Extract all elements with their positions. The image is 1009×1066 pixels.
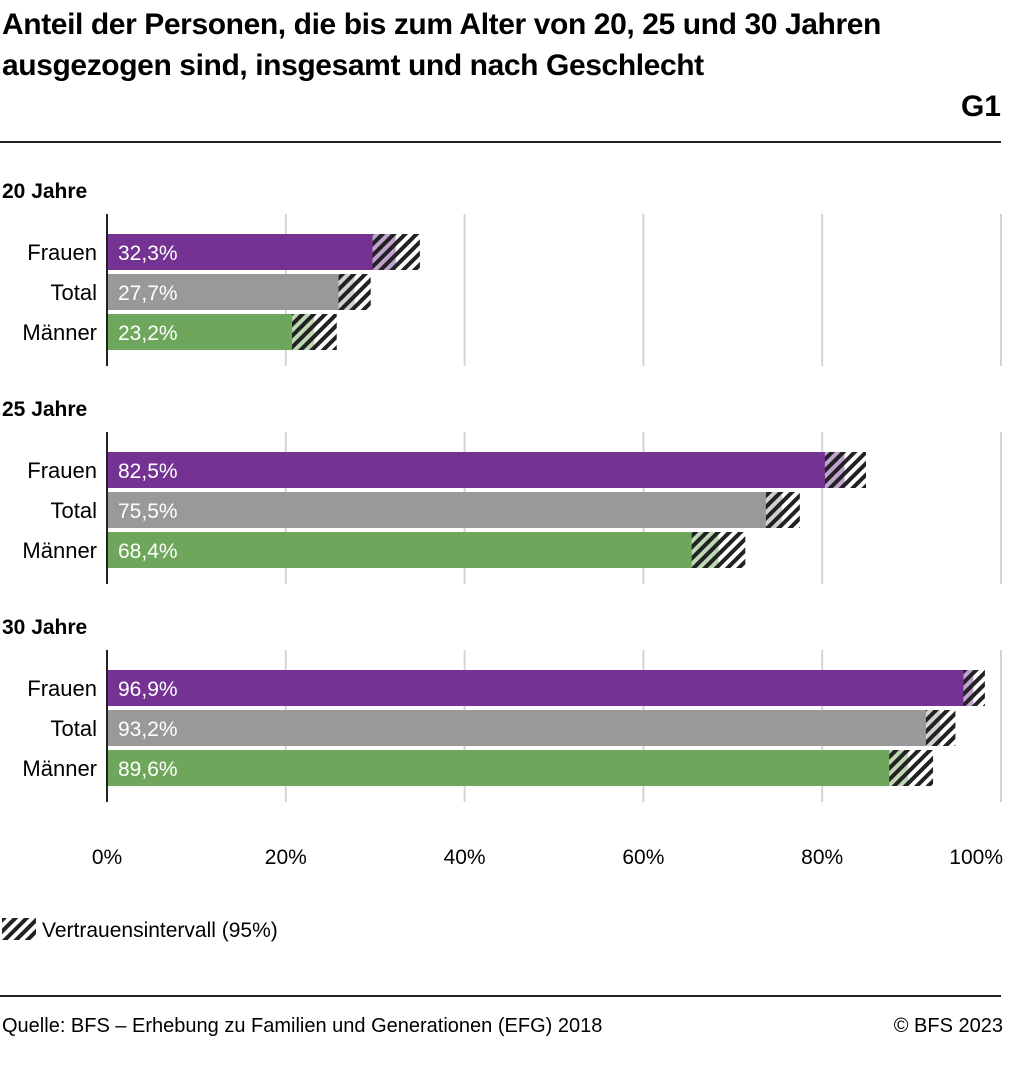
value-label: 23,2% [118, 322, 178, 345]
confidence-interval [889, 750, 934, 786]
confidence-interval [925, 710, 956, 746]
value-label: 96,9% [118, 678, 178, 701]
confidence-interval [824, 452, 867, 488]
value-label: 27,7% [118, 282, 178, 305]
x-tick-label: 60% [622, 846, 664, 869]
x-tick-label: 0% [92, 846, 122, 869]
category-label: Männer [22, 320, 97, 345]
x-tick-label: 40% [444, 846, 486, 869]
confidence-interval [765, 492, 800, 528]
chart-title: Anteil der Personen, die bis zum Alter v… [2, 8, 881, 82]
confidence-interval [292, 314, 337, 350]
category-label: Männer [22, 756, 97, 781]
category-label: Frauen [27, 240, 97, 265]
value-label: 32,3% [118, 242, 178, 265]
bar [108, 274, 355, 310]
confidence-interval [338, 274, 371, 310]
panel-title: 25 Jahre [2, 398, 87, 421]
source-note: Quelle: BFS – Erhebung zu Familien und G… [2, 1015, 603, 1037]
panel-title: 30 Jahre [2, 616, 87, 639]
bar [108, 750, 909, 786]
value-label: 75,5% [118, 500, 178, 523]
confidence-interval [372, 234, 420, 270]
chart-code: G1 [960, 90, 1001, 123]
category-label: Total [51, 280, 97, 305]
category-label: Frauen [27, 676, 97, 701]
value-label: 68,4% [118, 540, 178, 563]
top-rule [0, 141, 1001, 143]
bar [108, 710, 941, 746]
x-tick-label: 20% [265, 846, 307, 869]
value-label: 89,6% [118, 758, 178, 781]
bar [108, 314, 315, 350]
bottom-rule [0, 995, 1001, 997]
confidence-interval [691, 532, 746, 568]
bar [108, 234, 396, 270]
category-label: Frauen [27, 458, 97, 483]
panel-title: 20 Jahre [2, 180, 87, 203]
x-tick-label: 80% [801, 846, 843, 869]
copyright: © BFS 2023 [893, 1015, 1003, 1037]
bar [108, 532, 719, 568]
bar-chart: 20 Jahre Frauen 32,3% Total 27,7% Männer 23,2%… [2, 180, 1003, 942]
bar [108, 452, 845, 488]
value-label: 93,2% [118, 718, 178, 741]
legend-label: Vertrauensintervall (95%) [42, 919, 278, 942]
bar [108, 670, 974, 706]
x-tick-label: 100% [949, 846, 1003, 869]
legend-hatch-swatch [2, 918, 36, 940]
category-label: Total [51, 716, 97, 741]
category-label: Männer [22, 538, 97, 563]
category-label: Total [51, 498, 97, 523]
confidence-interval [963, 670, 985, 706]
value-label: 82,5% [118, 460, 178, 483]
bar [108, 492, 782, 528]
